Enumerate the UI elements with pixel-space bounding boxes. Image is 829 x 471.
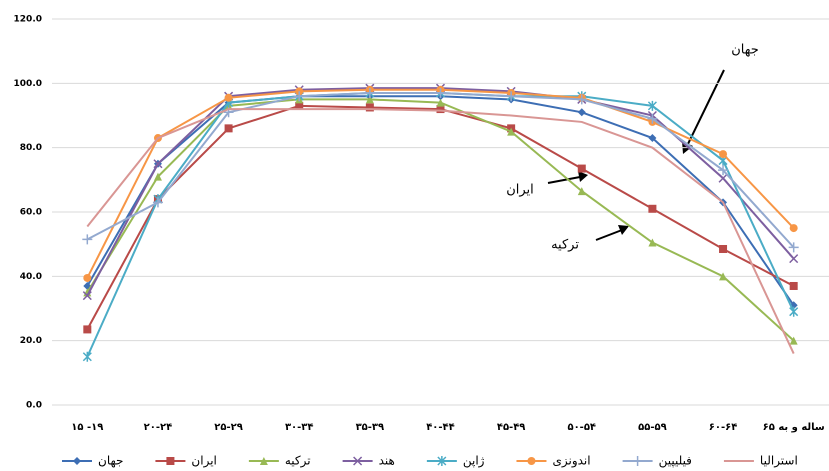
- marker: [719, 150, 727, 158]
- y-tick-label: 40.0: [20, 272, 42, 282]
- line: [87, 106, 793, 330]
- legend-item: ژاپن: [427, 454, 485, 469]
- legend-label: جهان: [98, 454, 123, 468]
- y-tick-label: 20.0: [20, 336, 42, 346]
- annotation: ترکیه: [551, 238, 579, 253]
- x-tick-label: ۳۵-۳۹: [356, 422, 385, 433]
- marker: [790, 255, 798, 263]
- marker: [578, 165, 586, 173]
- marker: [83, 352, 91, 362]
- annotation-arrow: [687, 70, 724, 146]
- x-tick-label: ۵۵-۵۹: [638, 422, 667, 433]
- legend-item: استرالیا: [724, 454, 798, 469]
- x-tick-label: ۴۵-۴۹: [497, 422, 526, 433]
- legend-item: فیلیپین: [623, 454, 692, 469]
- legend-item: اندونزی: [516, 454, 590, 469]
- x-tick-label: ۳۰-۳۴: [285, 422, 314, 433]
- marker: [83, 274, 91, 282]
- x-tick-label: ۲۰-۲۴: [144, 422, 173, 433]
- annotation-arrow: [596, 230, 622, 240]
- y-tick-label: 80.0: [20, 143, 42, 153]
- line: [87, 99, 793, 340]
- marker: [366, 103, 374, 111]
- y-tick-label: 100.0: [14, 79, 42, 89]
- legend-item: جهان: [62, 454, 123, 468]
- marker: [578, 108, 586, 116]
- marker: [82, 234, 92, 244]
- legend-label: ژاپن: [463, 454, 485, 469]
- marker: [225, 124, 233, 132]
- marker: [166, 457, 174, 465]
- legend-item: ترکیه: [249, 454, 311, 469]
- legend-label: ایران: [191, 454, 216, 469]
- legend-label: اندونزی: [552, 454, 590, 469]
- marker: [73, 457, 81, 465]
- marker: [790, 224, 798, 232]
- x-tick-label: ۲۵-۲۹: [214, 422, 243, 433]
- legend-label: هند: [379, 454, 395, 468]
- line: [87, 96, 793, 305]
- marker: [719, 245, 727, 253]
- y-tick-label: 0.0: [26, 401, 42, 411]
- legend-item: ایران: [155, 454, 216, 469]
- marker: [633, 456, 643, 466]
- annotation: جهان: [731, 43, 759, 58]
- marker: [527, 457, 535, 465]
- chart: جهان ایران ترکیه 0.0 20.0 40.0 60.0 80.0 100.…: [0, 0, 829, 471]
- marker: [790, 307, 798, 317]
- marker: [719, 174, 727, 182]
- legend-label: ترکیه: [285, 454, 311, 469]
- x-tick-label: ۴۰-۴۴: [426, 422, 455, 433]
- annotation: ایران: [506, 183, 534, 198]
- marker: [225, 94, 233, 102]
- annotation-arrow: [548, 177, 580, 183]
- marker: [790, 282, 798, 290]
- legend-item: هند: [343, 454, 395, 468]
- marker: [83, 325, 91, 333]
- x-tick-label: ۱۵ -۱۹: [71, 422, 103, 433]
- marker: [648, 205, 656, 213]
- legend-label: فیلیپین: [659, 454, 692, 469]
- x-tick-label: ۵۰-۵۴: [567, 422, 596, 433]
- x-tick-label: ۶۰-۶۴: [709, 422, 738, 433]
- y-tick-label: 60.0: [20, 208, 42, 218]
- y-tick-label: 120.0: [14, 15, 42, 25]
- x-tick-label: ۶۵ ساله و به: [763, 422, 825, 433]
- line: [87, 90, 793, 278]
- legend-label: استرالیا: [760, 454, 798, 469]
- annotation-arrowhead: [578, 171, 588, 182]
- line: [87, 88, 793, 295]
